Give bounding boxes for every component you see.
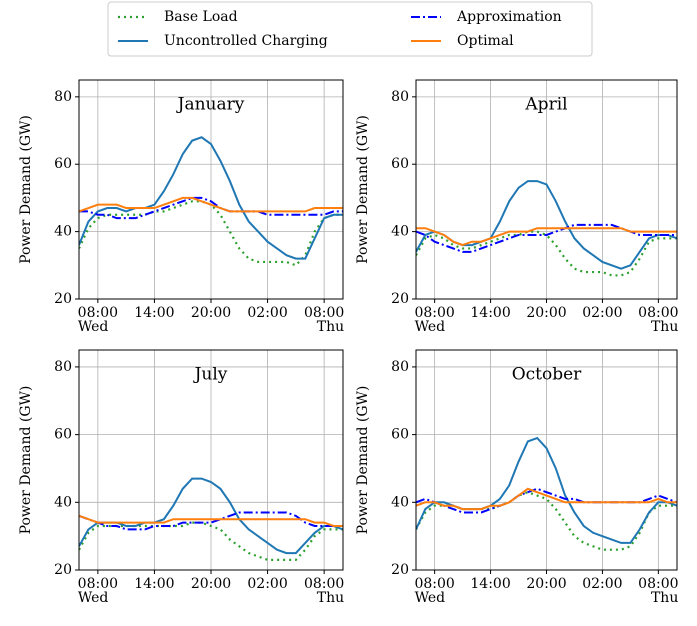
x-tick-label: 08:00 — [78, 305, 118, 321]
x-tick-label: 08:00 — [78, 576, 118, 592]
y-tick-label: 80 — [54, 89, 72, 105]
x-tick-label: 14:00 — [134, 576, 174, 592]
y-tick-label: 60 — [54, 427, 72, 443]
series-line — [79, 136, 343, 260]
y-tick-label: 80 — [54, 359, 72, 375]
x-tick-label: 08:00 — [304, 576, 344, 592]
y-tick-label: 20 — [54, 291, 72, 307]
x-tick-label: 14:00 — [134, 305, 174, 321]
x-tick-label: 20:00 — [526, 576, 566, 592]
x-day-label: Thu — [317, 590, 344, 606]
x-day-label: Thu — [317, 319, 344, 335]
x-day-label: Wed — [78, 319, 109, 335]
series-line — [79, 200, 343, 267]
x-tick-label: 02:00 — [582, 576, 622, 592]
series-line — [79, 196, 343, 213]
x-tick-label: 14:00 — [470, 305, 510, 321]
y-axis-label: Power Demand (GW) — [18, 115, 34, 264]
x-day-label: Wed — [78, 590, 109, 606]
x-tick-label: 08:00 — [304, 305, 344, 321]
y-axis-label: Power Demand (GW) — [18, 386, 34, 535]
legend-label: Base Load — [164, 9, 238, 25]
y-tick-label: 20 — [54, 562, 72, 578]
subplot-title: July — [193, 365, 228, 385]
x-tick-label: 08:00 — [414, 305, 454, 321]
legend-label: Uncontrolled Charging — [164, 33, 328, 49]
x-tick-label: 02:00 — [247, 576, 287, 592]
series-line — [79, 477, 343, 555]
series-line — [79, 196, 343, 220]
y-tick-label: 20 — [391, 291, 409, 307]
x-tick-label: 20:00 — [191, 576, 231, 592]
x-day-label: Wed — [415, 319, 446, 335]
series-line — [79, 511, 343, 531]
x-tick-label: 14:00 — [470, 576, 510, 592]
y-tick-label: 40 — [391, 224, 409, 240]
subplot-title: October — [512, 365, 582, 385]
x-tick-label: 20:00 — [526, 305, 566, 321]
y-tick-label: 80 — [391, 89, 409, 105]
y-tick-label: 60 — [391, 427, 409, 443]
x-day-label: Thu — [651, 590, 678, 606]
legend-frame — [107, 1, 593, 57]
series-line — [416, 487, 677, 511]
legend-label: Optimal — [457, 33, 514, 49]
y-axis-label: Power Demand (GW) — [355, 115, 371, 264]
y-axis-label: Power Demand (GW) — [355, 386, 371, 535]
y-tick-label: 80 — [391, 359, 409, 375]
y-tick-label: 40 — [54, 224, 72, 240]
subplot-title: January — [176, 95, 245, 115]
x-tick-label: 02:00 — [582, 305, 622, 321]
series-line — [416, 227, 677, 247]
y-tick-label: 40 — [391, 494, 409, 510]
x-day-label: Thu — [651, 319, 678, 335]
x-tick-label: 08:00 — [638, 576, 678, 592]
y-tick-label: 40 — [54, 494, 72, 510]
series-line — [79, 521, 343, 561]
x-tick-label: 08:00 — [638, 305, 678, 321]
x-tick-label: 20:00 — [191, 305, 231, 321]
x-tick-label: 02:00 — [247, 305, 287, 321]
legend-label: Approximation — [456, 9, 562, 25]
y-tick-label: 20 — [391, 562, 409, 578]
y-tick-label: 60 — [391, 156, 409, 172]
subplot-title: April — [524, 95, 567, 115]
x-tick-label: 08:00 — [414, 576, 454, 592]
y-tick-label: 60 — [54, 156, 72, 172]
legend: Base Load Uncontrolled Charging Approximat… — [107, 1, 593, 57]
x-day-label: Wed — [415, 590, 446, 606]
series-line — [416, 223, 677, 253]
series-line — [79, 514, 343, 527]
